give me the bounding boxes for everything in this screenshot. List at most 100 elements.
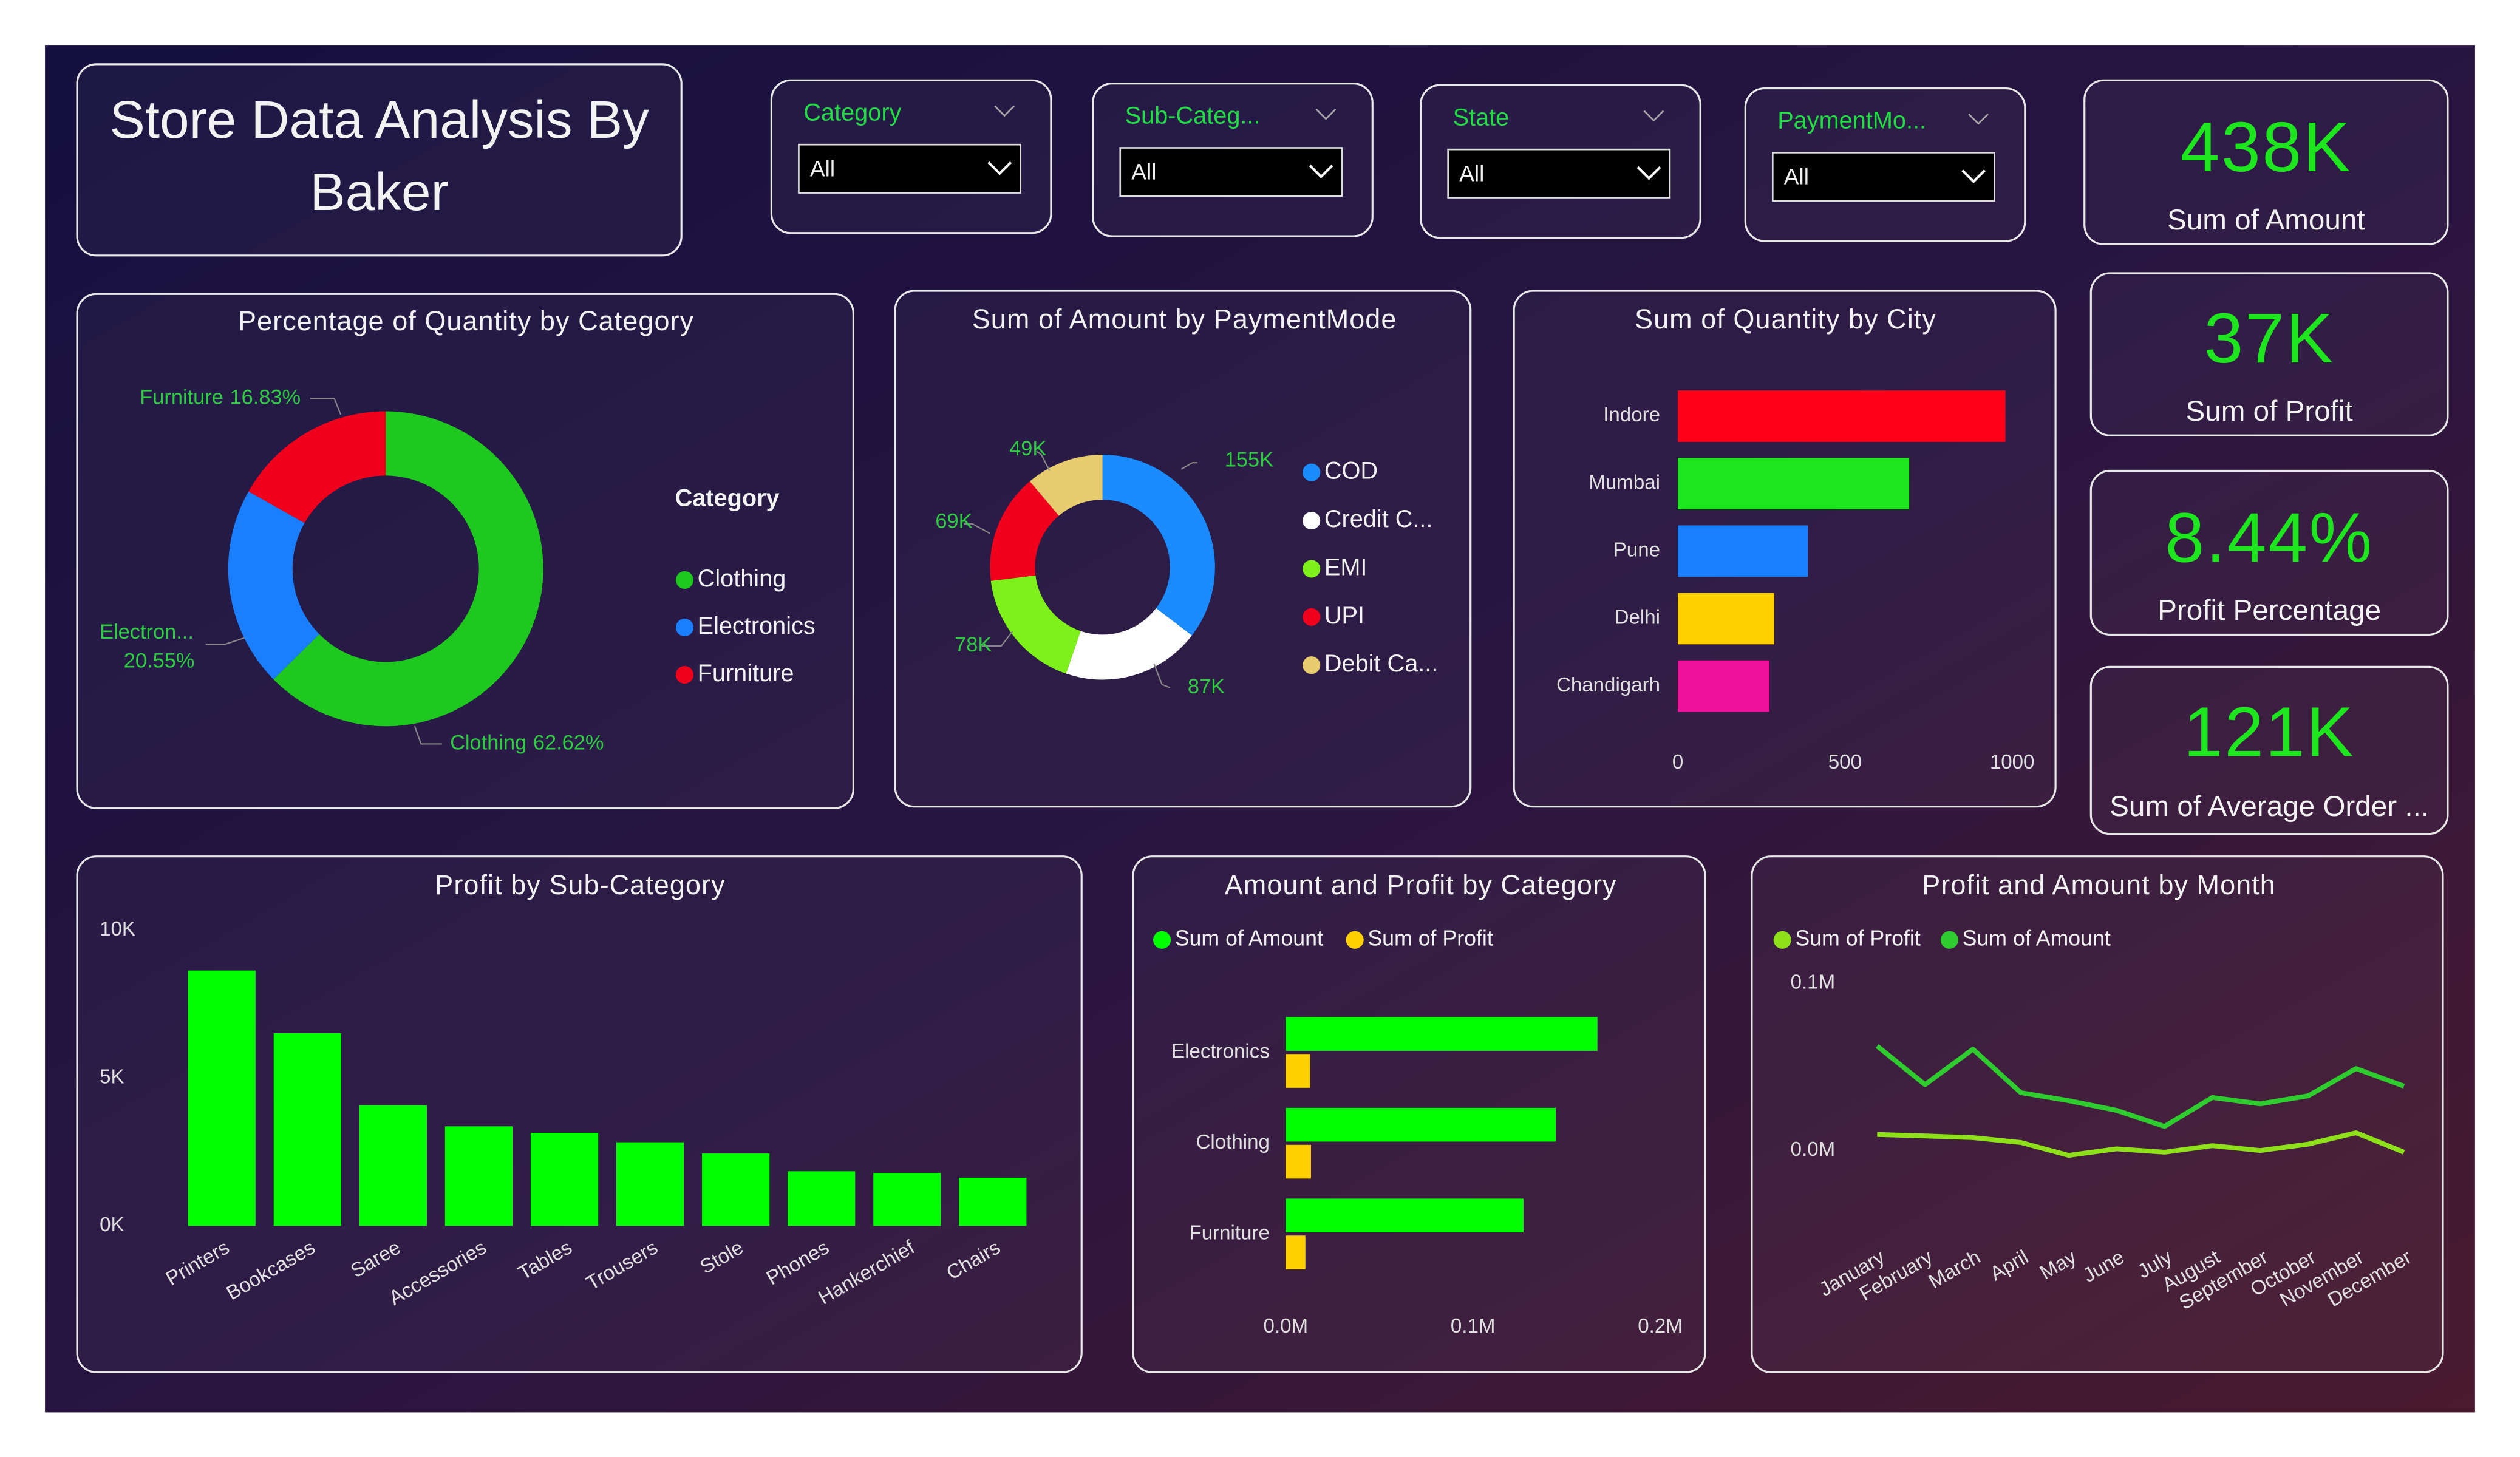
kpi-card (2089, 469, 2449, 636)
data-label-value: 20.55% (124, 650, 195, 673)
data-label: Furniture 16.83% (140, 385, 301, 409)
filter-panel (1420, 84, 1701, 239)
data-label-name: Furniture (140, 385, 223, 409)
legend-label: Credit C... (1324, 506, 1433, 532)
legend-swatch (1303, 560, 1321, 578)
bar (1286, 1054, 1310, 1088)
dropdown-value: All (810, 155, 835, 181)
filter-label: PaymentMo... (1777, 107, 1926, 134)
kpi-label: Sum of Profit (2185, 395, 2352, 427)
chart-panel (76, 855, 1083, 1373)
kpi-card (2089, 272, 2449, 436)
leader-line (1036, 450, 1051, 471)
filter-panel (1092, 83, 1374, 237)
dashboard-title: Baker (310, 162, 449, 222)
data-label-value: 16.83% (230, 385, 301, 409)
y-tick-label: 10K (100, 918, 135, 940)
bar (359, 1105, 427, 1226)
chart-panel (1513, 290, 2057, 808)
donut-slice (248, 411, 386, 523)
legend-label: Debit Ca... (1324, 650, 1439, 677)
bar (1678, 593, 1774, 645)
x-tick-label: 500 (1828, 751, 1862, 773)
y-tick-label: 0K (100, 1214, 124, 1236)
dropdown[interactable] (1771, 152, 1995, 202)
chart-title: Sum of Quantity by City (1635, 304, 1936, 335)
x-tick-label: 1000 (1990, 751, 2035, 773)
kpi-value: 8.44% (2165, 498, 2373, 577)
legend-label: Sum of Profit (1367, 926, 1493, 951)
donut-slice (1102, 455, 1215, 636)
bar (788, 1171, 856, 1226)
leader-line (205, 637, 245, 645)
leader-line (414, 725, 442, 745)
chevron (994, 105, 1015, 117)
chart-panel (894, 290, 1472, 808)
y-tick-label: Chandigarh (1556, 674, 1660, 696)
legend-title: Category (675, 485, 780, 512)
donut-slice (990, 481, 1059, 581)
line (1875, 1044, 2405, 1129)
bar (702, 1153, 770, 1226)
kpi-value: 37K (2204, 299, 2335, 378)
y-tick-label: Clothing (1196, 1131, 1270, 1153)
kpi-value: 438K (2181, 107, 2352, 186)
donut-slice (990, 575, 1081, 674)
bar (1678, 660, 1769, 712)
x-tick-label: 0.0M (1264, 1315, 1309, 1337)
x-tick-label: 0.2M (1638, 1315, 1683, 1337)
dropdown[interactable] (1447, 148, 1671, 199)
data-label-name: Electron... (100, 620, 194, 644)
bar (1286, 1235, 1306, 1269)
bar (273, 1033, 341, 1226)
title-panel (76, 63, 683, 257)
y-tick-label: Furniture (1190, 1221, 1270, 1244)
y-tick-label: Electronics (1171, 1040, 1270, 1062)
kpi-label: Sum of Amount (2167, 204, 2365, 236)
legend-label: EMI (1324, 554, 1367, 580)
filter-panel (1744, 87, 2026, 242)
y-tick-label: 5K (100, 1066, 124, 1089)
data-label-value: 62.62% (533, 732, 604, 755)
bar (1678, 390, 2006, 442)
chevron (1961, 169, 1986, 183)
chart-panel (1751, 855, 2444, 1373)
legend-swatch (1940, 931, 1958, 949)
legend-label: Sum of Amount (1175, 926, 1323, 951)
y-tick-label: 0.1M (1791, 971, 1836, 993)
filter-label: State (1453, 104, 1510, 131)
bar (616, 1142, 684, 1226)
bar (1286, 1198, 1524, 1232)
legend-label: Furniture (698, 660, 794, 687)
kpi-value: 121K (2184, 693, 2355, 772)
chevron (1636, 166, 1661, 180)
donut-slice (228, 491, 319, 679)
bar (959, 1178, 1027, 1226)
chevron (1968, 113, 1989, 125)
legend-swatch (675, 571, 694, 589)
bar (1286, 1144, 1311, 1179)
legend-label: UPI (1324, 602, 1364, 629)
data-label-name: Clothing (450, 732, 526, 755)
filter-label: Category (803, 99, 901, 126)
y-tick-label: Pune (1613, 539, 1660, 562)
dropdown-value: All (1459, 160, 1484, 186)
donut-slice (1066, 608, 1192, 680)
kpi-card (2083, 79, 2449, 245)
dropdown[interactable] (1119, 147, 1343, 197)
y-tick-label: Indore (1603, 404, 1660, 426)
bar (1678, 458, 1910, 509)
data-label: 69K (935, 509, 972, 532)
dashboard-title: Store Data Analysis By (110, 90, 650, 149)
legend-swatch (1303, 608, 1321, 626)
bar (873, 1173, 941, 1226)
data-label: Electron... 20.55% (100, 620, 194, 673)
legend-label: Clothing (698, 565, 786, 592)
x-tick-label: 0.1M (1451, 1315, 1496, 1337)
bar (1678, 525, 1808, 577)
filter-label: Sub-Categ... (1125, 103, 1261, 129)
dropdown-value: All (1784, 164, 1809, 189)
dropdown[interactable] (798, 143, 1021, 194)
y-tick-label: 0.0M (1791, 1138, 1836, 1161)
